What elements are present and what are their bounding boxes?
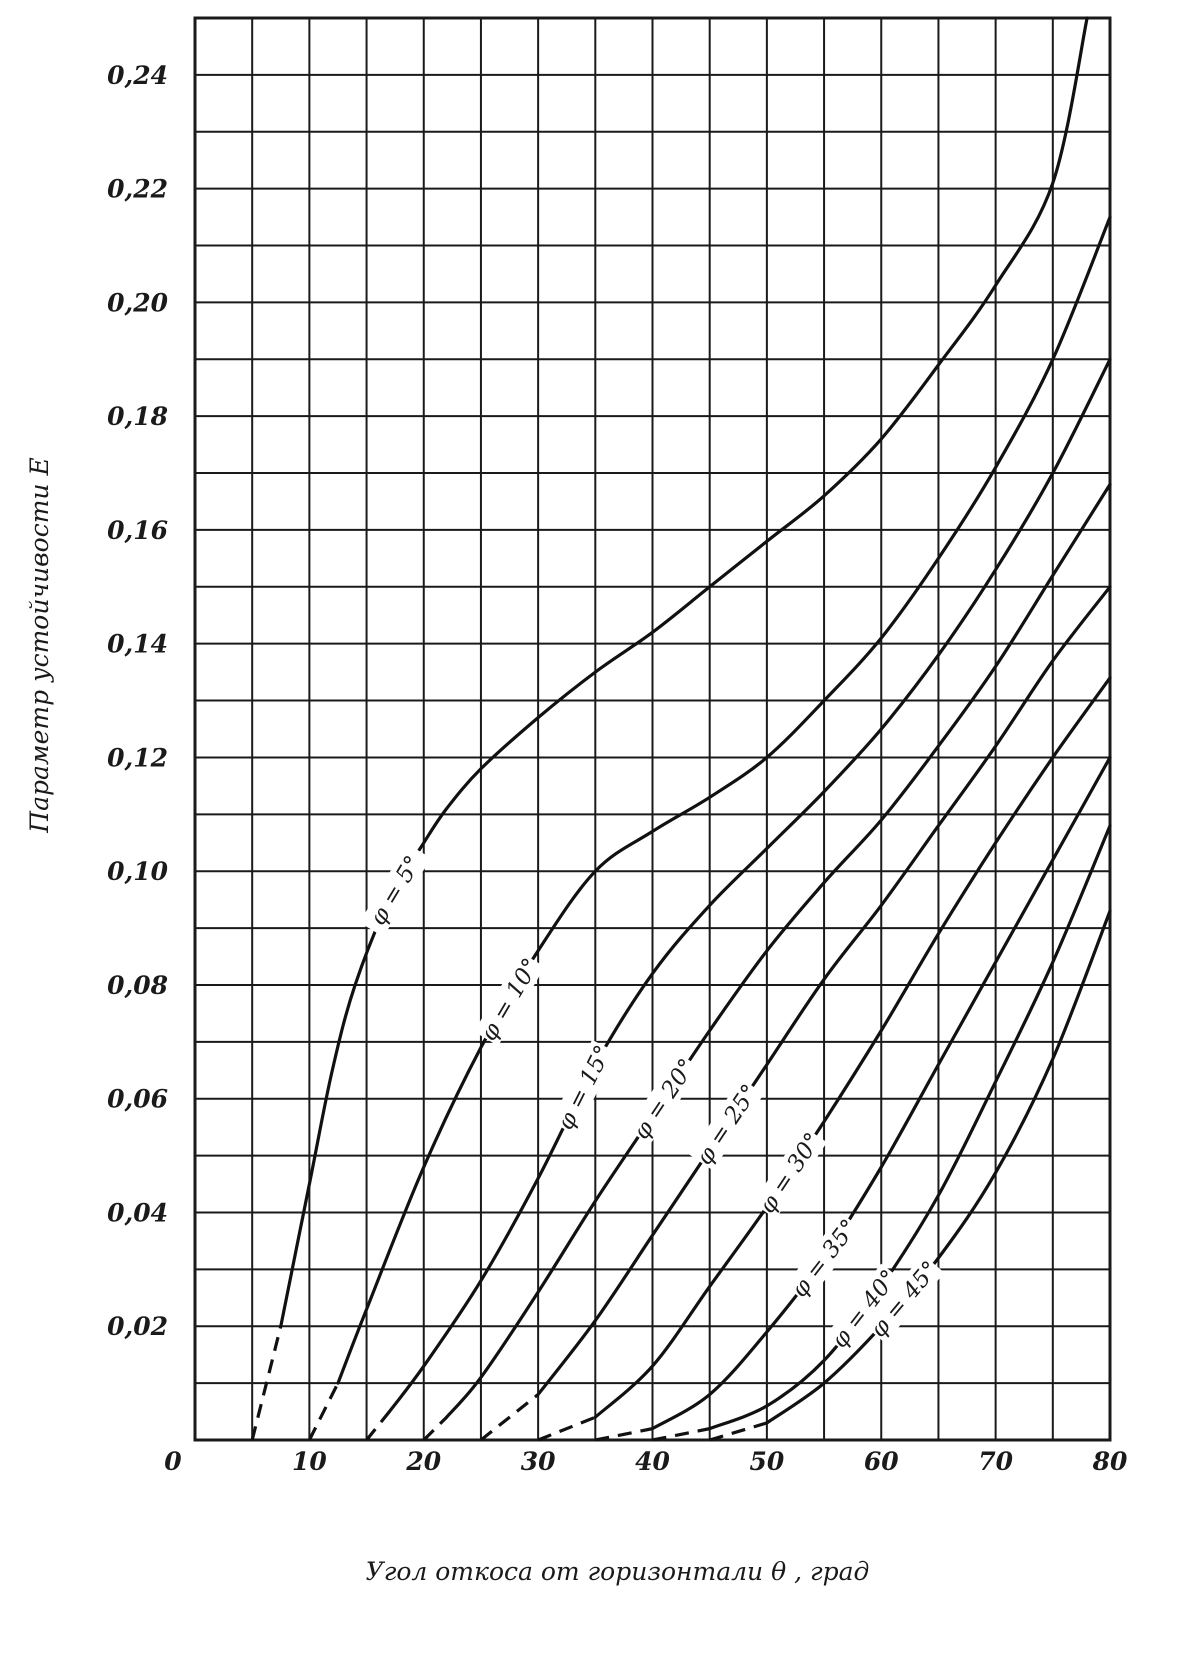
curve-label-background [863,1254,945,1344]
y-tick-label: 0,10 [107,857,168,886]
y-tick-label: 0,18 [107,402,168,431]
y-tick-label: 0,08 [107,971,168,1000]
x-axis-title: Угол откоса от горизонтали θ , град [366,1557,870,1586]
curve-label: φ = 15° [550,1039,618,1135]
series-line-dashed-start [537,1415,596,1442]
curve-label-background [784,1213,864,1303]
series-line [445,482,1112,1419]
curve-label-background [824,1263,904,1354]
x-tick-label: 30 [521,1447,556,1476]
x-tick-label: 10 [292,1447,327,1476]
series-line [536,585,1112,1397]
x-tick-label: 50 [749,1447,784,1476]
series-line-dashed-start [307,1382,340,1441]
y-tick-label: 0,04 [107,1198,168,1227]
y-tick-label: 0,20 [107,288,168,317]
curve-label-background [550,1039,618,1135]
series-line [708,824,1112,1431]
x-tick-label: 40 [635,1447,670,1476]
series-line-dashed-start [652,1427,710,1442]
curve-label-background [752,1126,828,1219]
series-line [765,909,1112,1425]
y-tick-label: 0,24 [107,61,168,90]
x-tick-label: 80 [1092,1447,1128,1476]
curve-label: φ = 10° [474,952,545,1046]
series-label: φ = 30° [755,1128,827,1218]
y-tick-label: 0,22 [107,175,168,204]
curve-label: φ = 30° [752,1126,828,1219]
curves [250,16,1112,1442]
x-tick-label: 70 [978,1447,1013,1476]
series-line [593,676,1112,1419]
series-line [387,357,1112,1414]
curve-label-background [626,1052,702,1145]
series-line-dashed-start [709,1421,768,1442]
y-tick-label: 0,14 [107,630,168,659]
series-line-dashed-start [250,1325,283,1441]
series-label: φ = 10° [476,954,545,1045]
series-line-dashed-start [479,1393,540,1442]
series-line [336,215,1112,1385]
series-line [279,16,1089,1328]
curve-label-background [474,952,545,1046]
series-line-dashed-start [365,1410,391,1442]
y-tick-label: 0,16 [107,516,168,545]
y-axis-title: Параметр устойчивости E [25,457,54,833]
y-tick-label: 0,06 [107,1085,168,1114]
grid [193,16,1112,1442]
x-tick-label: 0 [164,1447,182,1476]
x-tick-label: 60 [864,1447,899,1476]
x-tick-label: 20 [405,1447,441,1476]
series-line [650,755,1112,1431]
curve-label-background [359,843,431,937]
y-tick-label: 0,12 [107,743,168,772]
y-tick-label: 0,02 [107,1312,168,1341]
tick-labels: 0 10 20 30 40 50 60 70 80 0,02 0,04 0,06 0,08 0,10 0,1… [107,61,1128,1476]
curve-label: φ = 5° [359,843,431,937]
series-line-dashed-start [595,1427,653,1442]
curve-label-background [689,1078,765,1171]
series-line-dashed-start [422,1416,448,1442]
